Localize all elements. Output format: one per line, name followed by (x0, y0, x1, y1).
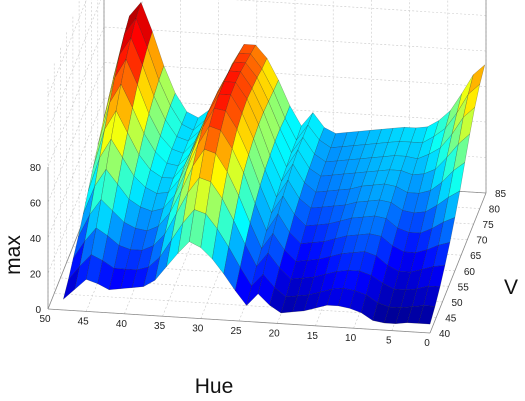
x-tick-label: 45 (78, 316, 90, 327)
y-tick-label: 65 (470, 251, 482, 262)
y-axis-title: V (504, 276, 518, 299)
grid-line (47, 26, 105, 168)
x-tick-label: 30 (192, 324, 204, 335)
surface-mesh (62, 1, 486, 325)
surface-patch (418, 305, 436, 325)
z-tick-label: 20 (30, 270, 42, 281)
x-tick-label: 25 (230, 326, 242, 337)
x-tick-label: 40 (116, 319, 128, 330)
x-tick-label: 0 (424, 338, 430, 349)
x-tick-label: 15 (307, 331, 319, 342)
y-tick-label: 50 (451, 298, 463, 309)
z-tick-label: 0 (35, 305, 41, 316)
grid-line (47, 97, 105, 239)
z-tick-label: 80 (30, 163, 42, 174)
grid-line (47, 0, 87, 97)
x-tick-label: 5 (386, 336, 392, 347)
axis-edge (47, 308, 431, 334)
y-tick-label: 60 (464, 267, 476, 278)
z-axis-title: max (2, 235, 25, 275)
z-tick-label: 60 (30, 199, 42, 210)
y-tick-label: 75 (483, 220, 495, 231)
y-tick-label: 40 (439, 329, 451, 340)
x-tick-label: 50 (39, 314, 51, 325)
y-tick-label: 85 (495, 189, 507, 200)
grid-line (47, 62, 105, 203)
x-tick-label: 35 (154, 321, 166, 332)
x-tick-label: 10 (345, 333, 357, 344)
x-tick-label: 20 (269, 328, 281, 339)
axis-edge (429, 192, 487, 334)
y-tick-label: 70 (476, 236, 488, 247)
grid-line (47, 0, 101, 132)
grid-line (47, 133, 105, 274)
y-tick-label: 55 (458, 282, 470, 293)
y-tick-label: 80 (489, 205, 501, 216)
z-tick-label: 40 (30, 234, 42, 245)
x-axis-title: Hue (195, 375, 234, 398)
tick-labels: 0 5 10 15 20 25 30 35 40 45 50 40 45 50 55 60 65 70 75 80 85… (30, 163, 507, 349)
y-tick-label: 45 (445, 313, 457, 324)
